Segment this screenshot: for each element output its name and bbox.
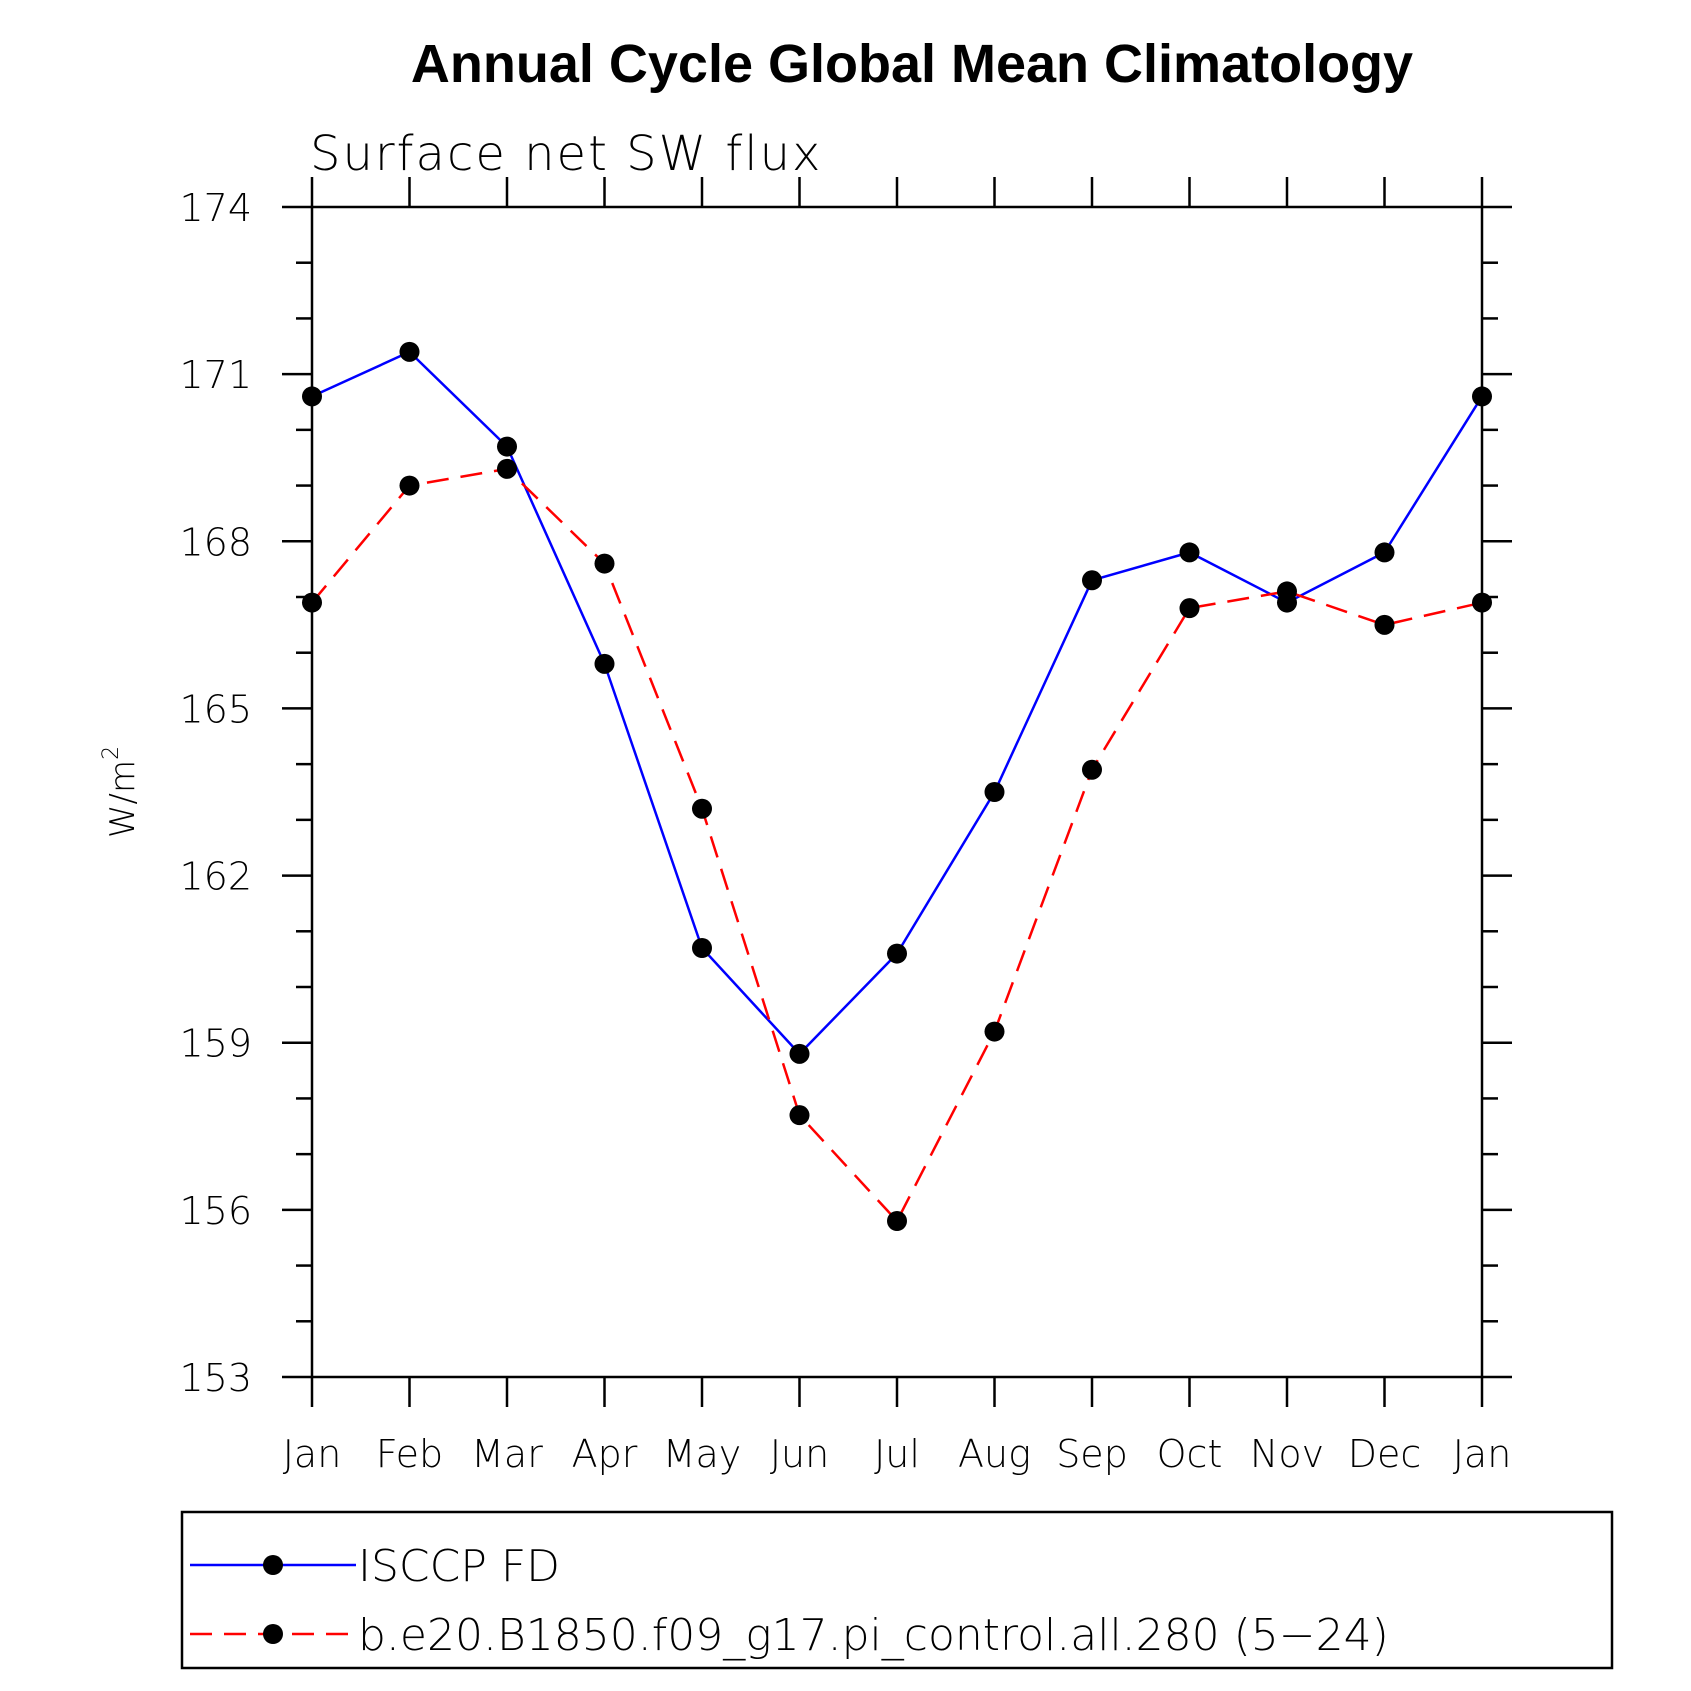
- y-axis-label-base: W/m: [103, 760, 143, 838]
- y-tick-label: 171: [179, 353, 252, 397]
- x-tick-label: Aug: [958, 1432, 1031, 1476]
- x-tick-label: Apr: [572, 1432, 638, 1476]
- x-tick-label: May: [663, 1432, 742, 1476]
- legend-box: [180, 1510, 1614, 1670]
- legend-marker-1: [263, 1555, 283, 1575]
- x-tick-label: Jun: [770, 1432, 829, 1476]
- series-2-point: [692, 798, 712, 819]
- y-tick-label: 168: [179, 520, 252, 564]
- series-2-point: [594, 553, 615, 574]
- series-1-point: [1082, 570, 1102, 591]
- series-2-point: [497, 458, 517, 479]
- series-2-point: [399, 475, 420, 496]
- legend: ISCCP FD b.e20.B1850.f09_g17.pi_control.a…: [180, 1510, 1614, 1670]
- legend-items: ISCCP FD b.e20.B1850.f09_g17.pi_control.a…: [190, 1541, 1389, 1661]
- y-axis-label: W/m2: [99, 746, 143, 838]
- series-line-2: [311, 467, 1483, 1224]
- series-1-point: [984, 782, 1005, 802]
- chart-subtitle: Surface net SW flux: [310, 126, 822, 182]
- y-tick-label: 162: [179, 855, 252, 899]
- legend-marker-2: [263, 1624, 283, 1644]
- series-1-point: [887, 943, 907, 964]
- y-tick-label: 159: [179, 1022, 252, 1066]
- x-tick-label: Jan: [283, 1432, 342, 1476]
- series-1-point: [1179, 542, 1200, 563]
- labels-layer: 153 156 159 162 165 168 171 174 Jan Feb Mar Apr May J…: [179, 186, 1511, 1476]
- y-axis-label-superscript: 2: [99, 746, 124, 760]
- series-1-point: [789, 1043, 810, 1064]
- y-tick-label: 153: [179, 1356, 252, 1400]
- series-1-point: [1374, 542, 1395, 563]
- series-2-point: [1179, 598, 1200, 619]
- x-tick-label: Jan: [1453, 1432, 1512, 1476]
- y-tick-label: 174: [179, 186, 252, 230]
- series-1-point: [594, 653, 615, 674]
- x-tick-label: Mar: [471, 1432, 543, 1476]
- ticks-layer: [282, 177, 1512, 1407]
- series-2-point: [887, 1211, 907, 1231]
- legend-label-1: ISCCP FD: [358, 1541, 560, 1592]
- plot-frame: [310, 205, 1484, 1379]
- series-layer: [302, 341, 1492, 1231]
- svg-text:W/m2: W/m2: [99, 746, 143, 838]
- x-tick-label: Jul: [874, 1432, 920, 1476]
- x-tick-label: Feb: [376, 1432, 443, 1476]
- legend-label-2: b.e20.B1850.f09_g17.pi_control.all.280 (…: [358, 1610, 1389, 1661]
- y-tick-label: 165: [179, 687, 252, 731]
- series-2-point: [1082, 759, 1102, 780]
- series-1-point: [399, 341, 420, 362]
- y-tick-label: 156: [179, 1189, 252, 1233]
- series-2-point: [1374, 614, 1395, 635]
- series-2-point: [984, 1021, 1005, 1042]
- x-tick-label: Oct: [1157, 1432, 1223, 1476]
- chart-title: Annual Cycle Global Mean Climatology: [411, 34, 1413, 94]
- series-2-point: [1277, 581, 1297, 602]
- series-1-point: [692, 938, 712, 958]
- series-1-point: [497, 436, 517, 457]
- series-2-point: [789, 1105, 810, 1126]
- x-tick-label: Nov: [1250, 1432, 1324, 1476]
- x-tick-label: Sep: [1056, 1432, 1128, 1476]
- x-tick-label: Dec: [1348, 1432, 1422, 1476]
